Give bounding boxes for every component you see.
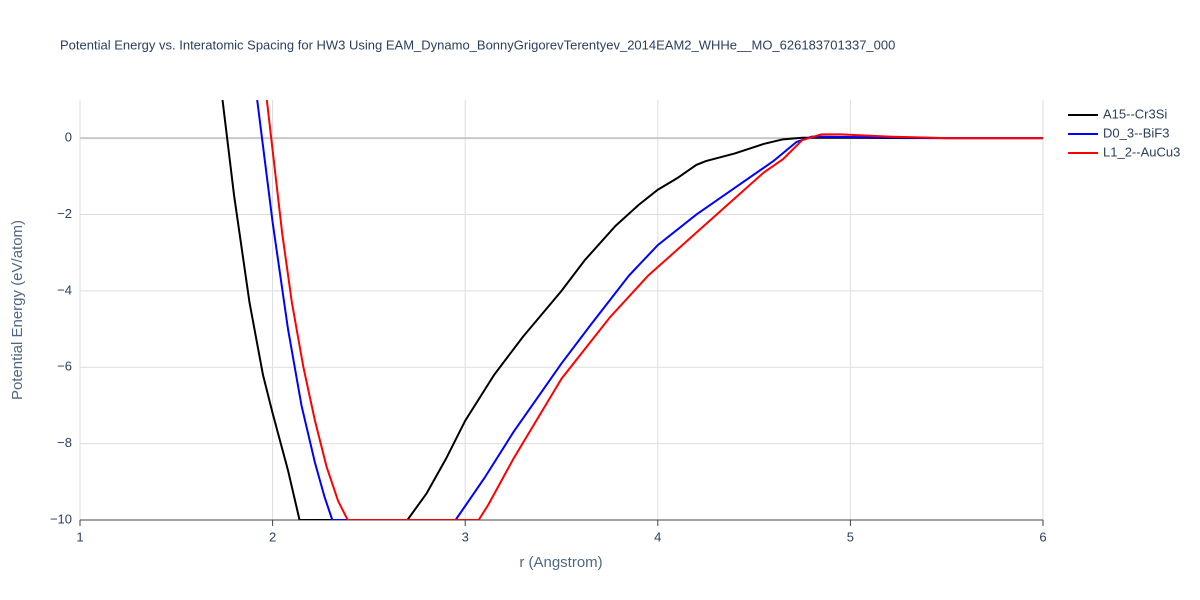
legend-label: L1_2--AuCu3 [1103, 144, 1180, 159]
y-tick-label: 0 [65, 130, 72, 145]
y-tick-label: −6 [57, 359, 72, 374]
x-tick-label: 6 [1039, 529, 1046, 544]
x-tick-label: 3 [462, 529, 469, 544]
grid [79, 100, 1044, 526]
x-axis-title: r (Angstrom) [519, 554, 602, 571]
series-line [265, 100, 1043, 520]
chart-title: Potential Energy vs. Interatomic Spacing… [60, 37, 895, 52]
y-tick-label: −8 [57, 435, 72, 450]
series-line [221, 100, 1043, 520]
x-tick-label: 1 [76, 529, 83, 544]
x-tick-label: 2 [269, 529, 276, 544]
y-tick-label: −10 [50, 511, 72, 526]
y-tick-label: −4 [57, 282, 72, 297]
x-tick-label: 5 [847, 529, 854, 544]
plot-area [221, 100, 1043, 520]
legend: A15--Cr3Si D0_3--BiF3 L1_2--AuCu3 [1068, 106, 1180, 159]
y-tick-label: −2 [57, 206, 72, 221]
legend-label: D0_3--BiF3 [1103, 125, 1169, 140]
y-axis-title: Potential Energy (eV/atom) [9, 220, 26, 400]
x-tick-label: 4 [654, 529, 661, 544]
legend-label: A15--Cr3Si [1103, 106, 1167, 121]
series-line [256, 100, 1043, 520]
